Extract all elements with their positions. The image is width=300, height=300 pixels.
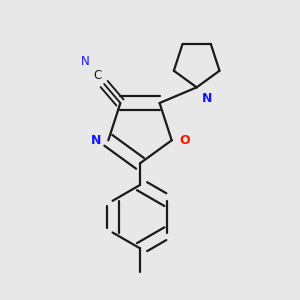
Text: O: O — [179, 134, 190, 147]
Text: N: N — [91, 134, 101, 147]
Text: N: N — [81, 56, 90, 68]
Text: C: C — [93, 69, 101, 82]
Text: N: N — [202, 92, 212, 105]
